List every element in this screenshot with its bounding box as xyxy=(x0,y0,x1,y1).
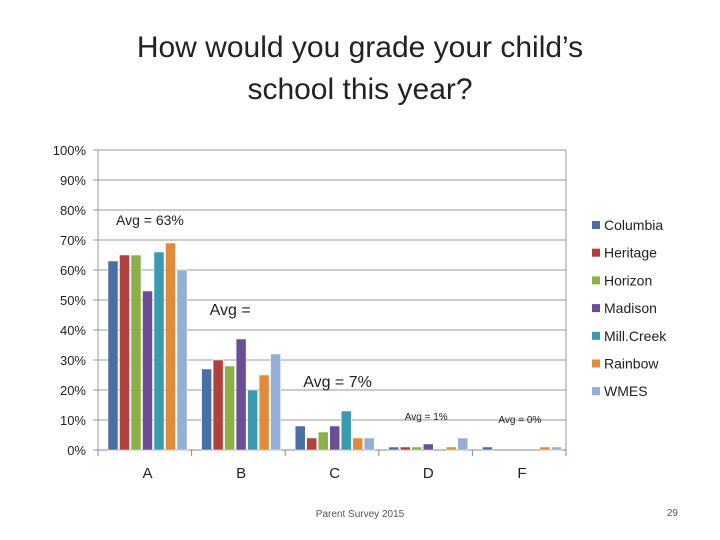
bar-mill-creek-b xyxy=(247,389,258,451)
legend-swatch xyxy=(592,221,600,229)
y-tick-label: 20% xyxy=(60,383,86,398)
legend-swatch xyxy=(592,359,600,368)
legend-label: Columbia xyxy=(604,217,663,233)
avg-annotation: Avg = 63% xyxy=(116,212,184,228)
legend-swatch xyxy=(592,304,600,313)
legend-label: Rainbow xyxy=(604,356,659,372)
bar-columbia-a xyxy=(107,260,119,451)
legend-label: Madison xyxy=(604,300,657,316)
bar-mill-creek-c xyxy=(340,410,352,451)
bar-columbia-d xyxy=(388,446,400,451)
bar-wmes-c xyxy=(363,437,375,451)
x-category-label: D xyxy=(423,465,434,482)
bar-horizon-c xyxy=(317,431,329,451)
bar-madison-b xyxy=(235,338,247,451)
y-tick-label: 30% xyxy=(60,353,86,368)
y-tick-label: 70% xyxy=(60,233,86,248)
bar-rainbow-d xyxy=(446,446,457,451)
avg-annotation: Avg = 7% xyxy=(303,374,372,391)
bar-heritage-b xyxy=(212,359,224,451)
y-tick-label: 50% xyxy=(60,293,86,308)
bar-columbia-c xyxy=(294,425,306,451)
footer-text: Parent Survey 2015 xyxy=(315,509,405,520)
legend-label: Heritage xyxy=(604,245,657,261)
bar-rainbow-f xyxy=(539,446,551,451)
page-number: 29 xyxy=(666,508,678,519)
bar-horizon-d xyxy=(411,446,423,451)
x-category-label: A xyxy=(142,465,152,482)
bar-wmes-a xyxy=(176,269,188,451)
x-category-label: C xyxy=(329,465,340,482)
legend-swatch xyxy=(592,276,600,285)
y-tick-label: 80% xyxy=(60,203,86,218)
bar-madison-c xyxy=(329,425,340,451)
legend-swatch xyxy=(592,248,600,257)
bar-heritage-a xyxy=(119,254,130,451)
y-tick-label: 90% xyxy=(60,173,86,188)
legend-label: Horizon xyxy=(604,272,652,288)
y-tick-label: 10% xyxy=(60,413,86,428)
y-tick-label: 40% xyxy=(60,323,86,338)
slide-title-line-2: school this year? xyxy=(247,73,473,106)
bar-wmes-f xyxy=(551,446,562,451)
bar-madison-a xyxy=(142,290,153,451)
bar-horizon-a xyxy=(130,254,142,451)
y-tick-label: 0% xyxy=(67,443,86,458)
avg-annotation: Avg = 1% xyxy=(405,412,448,423)
legend-swatch xyxy=(592,331,600,340)
legend-label: WMES xyxy=(604,383,648,399)
legend-label: Mill.Creek xyxy=(604,328,667,344)
y-tick-label: 100% xyxy=(53,143,87,158)
avg-annotation: Avg = xyxy=(210,302,251,319)
y-tick-label: 60% xyxy=(60,263,86,278)
legend-swatch xyxy=(592,387,600,396)
bar-wmes-b xyxy=(270,353,281,451)
slide-title-line-1: How would you grade your child’s xyxy=(136,31,584,64)
x-category-label: B xyxy=(236,465,246,482)
bar-rainbow-c xyxy=(352,437,363,451)
bar-mill-creek-a xyxy=(153,251,165,451)
bar-rainbow-b xyxy=(258,374,270,451)
bar-rainbow-a xyxy=(165,242,176,451)
avg-annotation: Avg = 0% xyxy=(498,415,541,426)
bar-heritage-d xyxy=(400,446,411,451)
bar-columbia-b xyxy=(201,368,212,451)
bar-madison-d xyxy=(423,443,434,451)
x-category-label: F xyxy=(517,465,526,482)
bar-horizon-b xyxy=(224,365,235,451)
bar-heritage-c xyxy=(306,437,317,451)
bar-wmes-d xyxy=(457,437,469,451)
bar-columbia-f xyxy=(482,446,493,451)
